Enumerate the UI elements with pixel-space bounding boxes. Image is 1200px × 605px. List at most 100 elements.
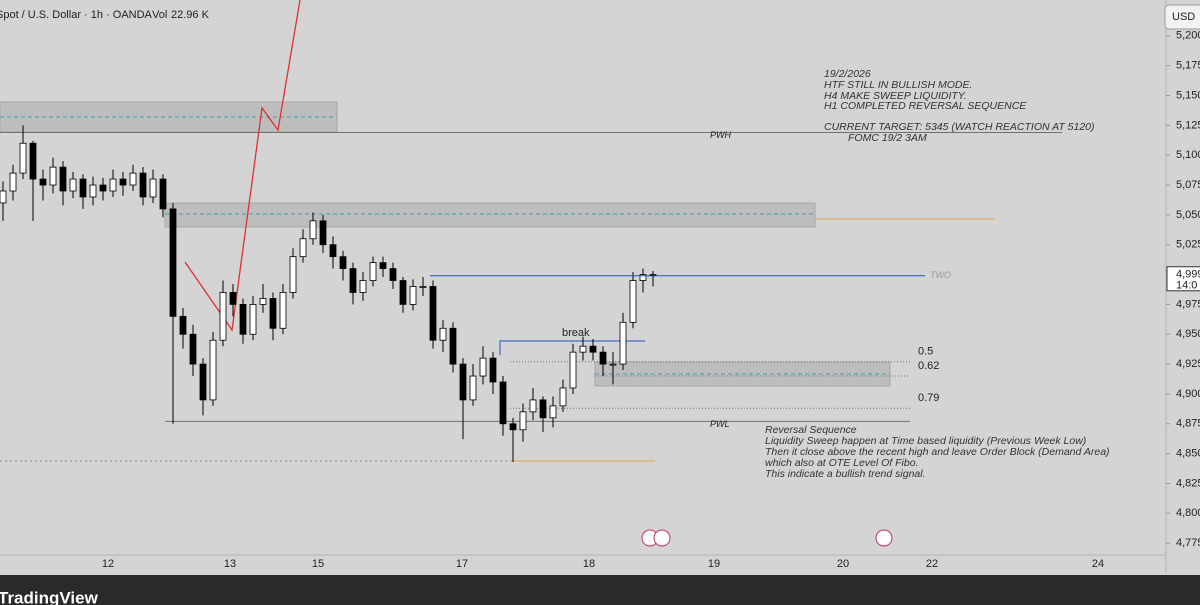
note-line: 19/2/2026 xyxy=(824,68,871,80)
candle-body xyxy=(619,321,627,365)
break-label: break xyxy=(562,327,590,339)
y-tick-label: 4,925 xyxy=(1176,358,1200,370)
price-box xyxy=(1166,266,1200,292)
candle-body xyxy=(549,405,557,419)
candle-body xyxy=(169,208,177,317)
x-tick-label: 17 xyxy=(456,558,468,570)
note-line: H1 COMPLETED REVERSAL SEQUENCE xyxy=(824,100,1027,112)
candle-body xyxy=(299,238,307,258)
projection xyxy=(184,0,301,332)
candle-body xyxy=(9,172,17,192)
y-tick-label: 4,825 xyxy=(1176,477,1200,489)
y-tick-label: 4,950 xyxy=(1176,328,1200,340)
symbol[interactable]: Spot / U.S. Dollar · 1h · OANDA xyxy=(0,9,153,21)
candle-body xyxy=(429,286,437,341)
candle-body xyxy=(569,351,577,389)
candle-body xyxy=(0,190,7,204)
candle-body xyxy=(199,363,207,401)
x-tick-label: 15 xyxy=(312,558,324,570)
candle-body xyxy=(349,268,357,293)
break-line xyxy=(499,340,645,355)
y-tick-label: 5,150 xyxy=(1176,89,1200,101)
candle-body xyxy=(39,178,47,186)
levels: PWH PWL 0.5 0.62 0.79 xyxy=(0,130,1062,429)
candle-body xyxy=(59,166,67,192)
y-tick-label: 5,125 xyxy=(1176,119,1200,131)
candle-body xyxy=(69,178,77,192)
candle-body xyxy=(409,286,417,305)
y-tick-label: 5,075 xyxy=(1176,179,1200,191)
candle-body xyxy=(439,327,447,341)
candle-body xyxy=(99,184,107,192)
note-line: FOMC 19/2 3AM xyxy=(848,132,927,144)
candle-body xyxy=(489,357,497,383)
x-tick-label: 20 xyxy=(837,558,849,570)
candle-body xyxy=(119,178,127,186)
candle-body xyxy=(509,423,517,431)
candle-body xyxy=(179,315,187,335)
note-bottom: Reversal Sequence Liquidity Sweep happen… xyxy=(765,424,1110,480)
event-icon[interactable] xyxy=(653,529,671,547)
candle-body xyxy=(229,292,237,305)
note-line: HTF STILL IN BULLISH MODE. xyxy=(824,79,972,91)
candle-body xyxy=(629,280,637,323)
level-label: PWH xyxy=(710,130,731,140)
y-tick-label: 5,025 xyxy=(1176,239,1200,251)
candle-body xyxy=(379,262,387,269)
candles xyxy=(0,125,657,462)
candle-body xyxy=(449,327,457,365)
candle-body xyxy=(329,244,337,258)
candle-body xyxy=(519,411,527,431)
currency[interactable]: USD xyxy=(1172,11,1195,23)
y-tick-label: 4,775 xyxy=(1176,537,1200,549)
event-icon[interactable] xyxy=(875,529,893,547)
note-line: This indicate a bullish trend signal. xyxy=(765,468,926,480)
candle-body xyxy=(29,142,37,180)
y-tick-label: 5,050 xyxy=(1176,209,1200,221)
candle-body xyxy=(19,142,27,174)
zone xyxy=(164,202,816,228)
candle-body xyxy=(279,292,287,329)
x-tick-label: 22 xyxy=(926,558,938,570)
candle-body xyxy=(539,399,547,419)
price-tag: TWO xyxy=(930,270,951,280)
note-line: Then it close above the recent high and … xyxy=(765,446,1110,458)
candle-body xyxy=(529,399,537,413)
candle-body xyxy=(359,280,367,293)
y-tick-label: 4,800 xyxy=(1176,507,1200,519)
logo: TradingView xyxy=(0,588,99,605)
currency-box[interactable] xyxy=(1164,4,1200,30)
y-tick-label: 5,175 xyxy=(1176,60,1200,72)
candle-body xyxy=(639,274,647,281)
candle-body xyxy=(79,178,87,198)
candle-body xyxy=(479,357,487,377)
note-top: 19/2/2026 HTF STILL IN BULLISH MODE. H4 … xyxy=(824,68,1095,144)
candle-body xyxy=(579,345,587,353)
y-tick-label: 4,975 xyxy=(1176,298,1200,310)
volume-label: Vol xyxy=(152,9,167,21)
candle-body xyxy=(209,339,217,401)
level-label: PWL xyxy=(710,419,730,429)
level-label: 0.79 xyxy=(918,392,939,404)
candle-body xyxy=(239,304,247,335)
candle-body xyxy=(89,184,97,198)
note-line: H4 MAKE SWEEP LIQUIDITY. xyxy=(824,90,967,102)
price-label: 4,999 xyxy=(1176,269,1200,281)
candle-body xyxy=(139,172,147,198)
y-tick-label: 4,875 xyxy=(1176,418,1200,430)
candle-body xyxy=(589,345,597,353)
candle-body xyxy=(189,333,197,365)
candle-body xyxy=(559,387,567,407)
x-tick-label: 12 xyxy=(102,558,114,570)
candle-body xyxy=(289,256,297,293)
footer xyxy=(0,575,1200,605)
candle-body xyxy=(109,178,117,192)
candle-body xyxy=(499,381,507,425)
countdown: 14:0 xyxy=(1176,280,1197,292)
level-label: 0.5 xyxy=(918,346,933,358)
candle-body xyxy=(419,286,427,288)
note-line: which also at OTE Level Of Fibo. xyxy=(765,457,918,469)
